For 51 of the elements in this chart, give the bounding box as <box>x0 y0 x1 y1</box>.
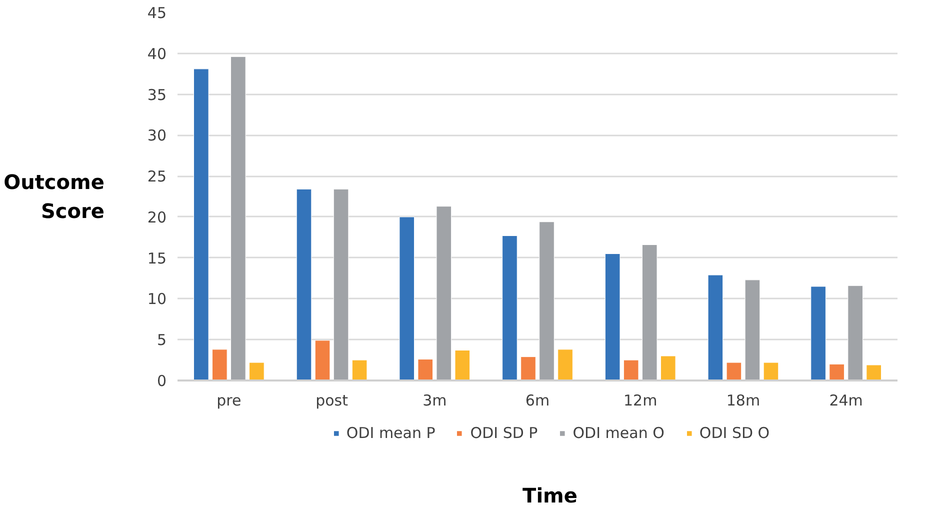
bar <box>212 349 228 380</box>
x-tick-label: 24m <box>829 392 863 410</box>
bar <box>744 280 760 380</box>
y-tick-label: 25 <box>147 168 167 186</box>
x-tick-label: 6m <box>525 392 550 410</box>
bar <box>623 360 639 380</box>
bar <box>296 188 312 380</box>
bar <box>454 350 470 380</box>
y-tick-label: 45 <box>147 4 167 22</box>
bar <box>352 360 368 380</box>
bar <box>829 364 844 380</box>
x-axis-title: Time <box>522 484 578 508</box>
bar <box>558 349 573 380</box>
bar <box>763 362 779 380</box>
x-tick-label: 3m <box>422 392 447 410</box>
bar <box>502 236 518 380</box>
bar <box>660 356 676 380</box>
bar <box>314 340 330 380</box>
bar <box>604 253 620 380</box>
y-tick-label: 10 <box>147 290 167 308</box>
bar <box>810 286 826 380</box>
bar <box>642 244 658 380</box>
bar <box>249 362 264 380</box>
bar <box>726 362 742 380</box>
bar <box>194 68 209 380</box>
bar <box>848 285 863 380</box>
bar <box>230 56 246 380</box>
legend-label: ODI mean P <box>346 424 436 442</box>
legend-label: ODI SD O <box>699 424 770 442</box>
bar <box>866 364 882 380</box>
legend-label: ODI mean O <box>572 424 664 442</box>
bar <box>436 206 452 380</box>
y-tick-label: 0 <box>156 372 167 390</box>
legend-label: ODI SD P <box>470 424 538 442</box>
y-axis-title: Outcome Score <box>4 170 104 223</box>
y-tick-label: 20 <box>147 208 167 226</box>
y-tick-label: 5 <box>156 331 167 350</box>
bar <box>520 356 536 380</box>
bar <box>418 358 434 380</box>
bar <box>539 222 554 380</box>
y-tick-label: 35 <box>147 86 167 104</box>
y-tick-label: 30 <box>147 126 167 145</box>
x-tick-label: 18m <box>726 392 760 410</box>
y-tick-label: 40 <box>147 44 167 63</box>
x-tick-label: pre <box>216 392 242 410</box>
bar <box>333 188 349 380</box>
bar <box>399 216 415 380</box>
bar <box>708 274 724 380</box>
y-tick-label: 15 <box>147 249 167 268</box>
x-tick-label: 12m <box>624 392 658 410</box>
x-tick-label: post <box>316 392 348 410</box>
